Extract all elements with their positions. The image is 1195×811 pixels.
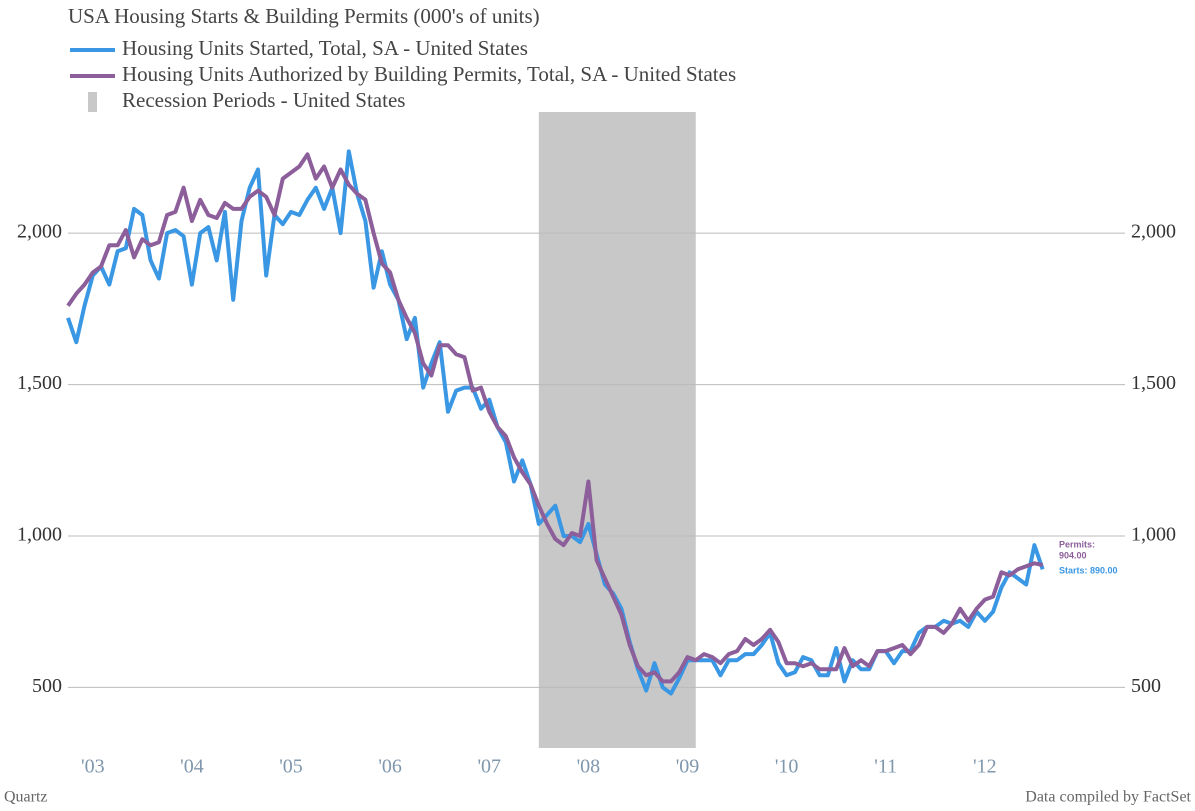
y-tick-label: 2,000 xyxy=(17,221,62,243)
annotation: Permits: xyxy=(1059,539,1095,549)
legend-swatch xyxy=(88,92,97,112)
x-tick-label: '11 xyxy=(874,756,897,778)
chart-title: USA Housing Starts & Building Permits (0… xyxy=(68,4,540,28)
annotation: Starts: 890.00 xyxy=(1059,565,1118,575)
x-tick-label: '06 xyxy=(378,756,402,778)
y-tick-label: 500 xyxy=(32,675,62,697)
y2-tick-label: 1,000 xyxy=(1131,524,1176,546)
y-tick-label: 1,500 xyxy=(17,372,62,394)
x-tick-label: '03 xyxy=(81,756,105,778)
legend-label: Housing Units Authorized by Building Per… xyxy=(122,62,736,86)
x-tick-label: '10 xyxy=(775,756,799,778)
x-tick-label: '05 xyxy=(279,756,303,778)
legend-label: Recession Periods - United States xyxy=(122,88,405,112)
recession-band xyxy=(538,112,696,748)
y2-tick-label: 2,000 xyxy=(1131,221,1176,243)
legend-label: Housing Units Started, Total, SA - Unite… xyxy=(122,36,528,60)
annotation: 904.00 xyxy=(1059,550,1087,560)
x-tick-label: '04 xyxy=(180,756,204,778)
y2-tick-label: 500 xyxy=(1131,675,1161,697)
y2-tick-label: 1,500 xyxy=(1131,372,1176,394)
x-tick-label: '09 xyxy=(676,756,700,778)
y-tick-label: 1,000 xyxy=(17,524,62,546)
x-tick-label: '07 xyxy=(477,756,501,778)
series-line xyxy=(66,152,1044,684)
source-left: Quartz xyxy=(4,789,48,806)
x-tick-label: '12 xyxy=(973,756,997,778)
x-tick-label: '08 xyxy=(577,756,601,778)
source-right: Data compiled by FactSet xyxy=(1025,789,1191,806)
